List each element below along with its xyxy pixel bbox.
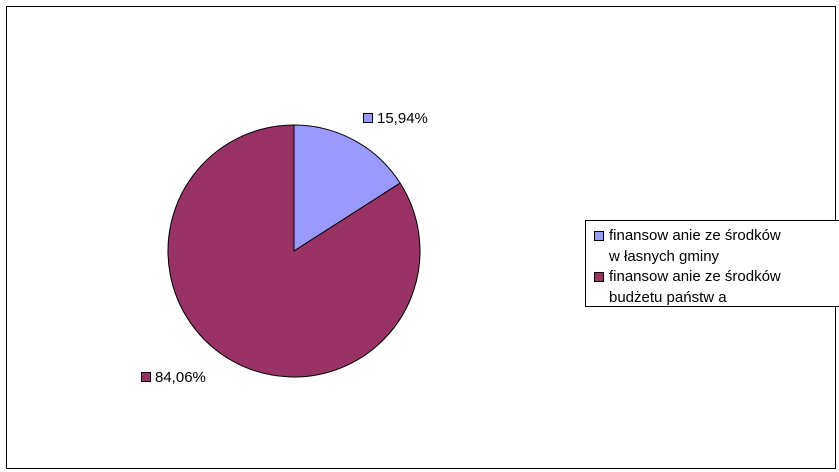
legend-text-1-line2: w łasnych gminy [609, 248, 720, 265]
data-label-slice-2: 84,06% [141, 370, 206, 385]
legend-text-1-line1: finansow anie ze środków [609, 227, 781, 244]
legend: finansow anie ze środków w łasnych gminy… [585, 220, 839, 307]
data-label-swatch-1 [363, 113, 373, 124]
legend-text-2-line2: budżetu państw a [609, 289, 727, 306]
data-label-text-2: 84,06% [155, 369, 206, 386]
pie-slice-1 [293, 124, 401, 252]
legend-item-1: finansow anie ze środków w łasnych gminy [594, 225, 781, 267]
pie-slice-2 [167, 124, 421, 378]
legend-swatch-2 [594, 272, 604, 282]
legend-text-2-line1: finansow anie ze środków [609, 268, 781, 285]
legend-swatch-1 [594, 231, 604, 241]
legend-item-2: finansow anie ze środków budżetu państw … [594, 266, 781, 308]
data-label-swatch-2 [141, 372, 151, 383]
data-label-text-1: 15,94% [377, 110, 428, 127]
pie-chart [167, 124, 421, 378]
data-label-slice-1: 15,94% [363, 111, 428, 126]
chart-area: 15,94% 84,06% finansow anie ze środków w… [6, 6, 839, 469]
